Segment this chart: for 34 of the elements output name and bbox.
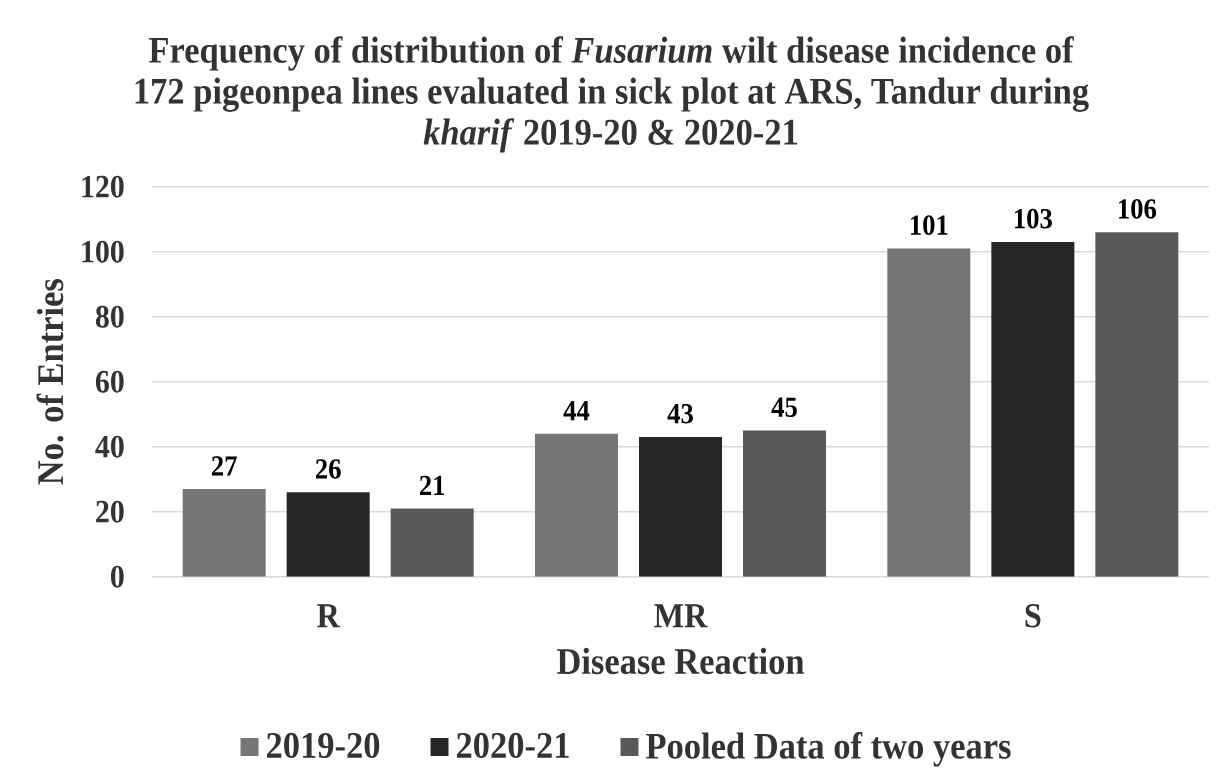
- bar: [390, 508, 474, 577]
- data-label: 106: [1118, 199, 1157, 219]
- legend-label: Pooled Data of two years: [646, 732, 1011, 767]
- data-label: 103: [1014, 208, 1052, 229]
- data-label: 44: [563, 401, 590, 421]
- data-label: 27: [211, 456, 237, 476]
- x-tick-label: S: [1025, 603, 1041, 628]
- x-tick-label: R: [317, 604, 341, 628]
- bar: [639, 436, 723, 577]
- legend-label: 2020-21: [456, 732, 569, 759]
- y-axis-title: No. of Entries: [36, 279, 64, 485]
- bar: [286, 492, 370, 577]
- data-label: 45: [771, 397, 797, 417]
- y-tick-label: 20: [96, 500, 124, 523]
- data-label: 43: [667, 403, 693, 424]
- x-axis-title: Disease Reaction: [557, 647, 805, 675]
- data-label: 21: [419, 475, 445, 495]
- bar: [887, 248, 971, 577]
- bar: [182, 488, 266, 577]
- y-tick-label: 60: [95, 370, 124, 393]
- y-tick-label: 40: [95, 435, 124, 458]
- bar: [1095, 232, 1179, 577]
- chart-title: Frequency of distribution of Fusarium wilt disease incidence of 172 pigeonpea lines evaluated in sick plot at ARS, Tandur during kharif 2019-20 & 2020-21: [135, 36, 1089, 153]
- data-label: 26: [315, 459, 341, 479]
- data-label: 101: [910, 215, 948, 235]
- bar: [991, 241, 1075, 577]
- x-tick-label: MR: [654, 604, 708, 628]
- y-tick-label: 80: [95, 305, 124, 328]
- y-tick-label: 120: [82, 175, 124, 198]
- bar: [535, 433, 618, 577]
- bar: [743, 430, 827, 577]
- legend-label: 2019-20: [266, 732, 380, 759]
- y-tick-label: 0: [110, 565, 124, 588]
- y-tick-label: 100: [82, 240, 124, 263]
